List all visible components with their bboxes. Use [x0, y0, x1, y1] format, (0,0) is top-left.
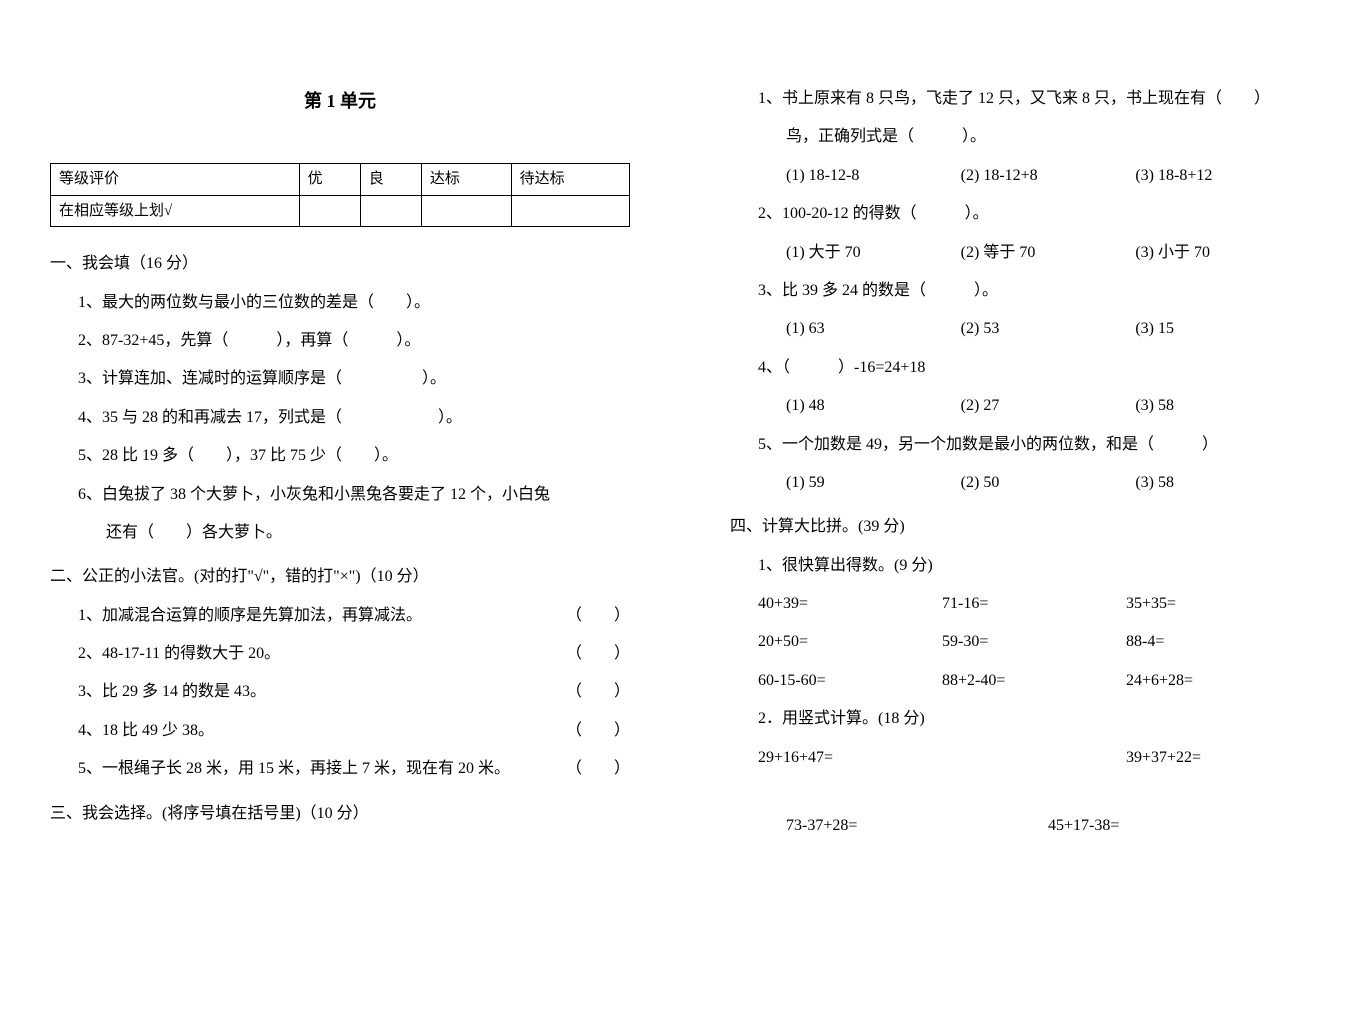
calc-item: 39+37+22=	[1126, 739, 1310, 777]
section-heading: 一、我会填（16 分）	[50, 245, 630, 283]
question-text: 5、一根绳子长 28 米，用 15 米，再接上 7 米，现在有 20 米。	[78, 760, 510, 777]
calc-item: 35+35=	[1126, 585, 1310, 623]
answer-blank: （ ）	[566, 635, 630, 673]
question: 5、28 比 19 多（ ），37 比 75 少（ ）。	[50, 437, 630, 475]
calc-item: 71-16=	[942, 585, 1126, 623]
question: 6、白兔拔了 38 个大萝卜，小灰兔和小黑兔各要走了 12 个，小白兔	[50, 476, 630, 514]
section-heading: 二、公正的小法官。(对的打"√"，错的打"×")（10 分）	[50, 558, 630, 596]
options: (1) 18-12-8 (2) 18-12+8 (3) 18-8+12	[730, 157, 1310, 195]
section-1: 一、我会填（16 分） 1、最大的两位数与最小的三位数的差是（ ）。 2、87-…	[50, 245, 630, 552]
options: (1) 59 (2) 50 (3) 58	[730, 464, 1310, 502]
question-text: 2、48-17-11 的得数大于 20。	[78, 645, 280, 662]
calc-item: 59-30=	[942, 623, 1126, 661]
option: (3) 小于 70	[1135, 234, 1310, 272]
option: (3) 18-8+12	[1135, 157, 1310, 195]
option: (1) 大于 70	[786, 234, 961, 272]
option: (1) 48	[786, 387, 961, 425]
section-2: 二、公正的小法官。(对的打"√"，错的打"×")（10 分） 1、加减混合运算的…	[50, 558, 630, 788]
section-4: 四、计算大比拼。(39 分) 1、很快算出得数。(9 分) 40+39= 71-…	[730, 508, 1310, 845]
unit-title: 第 1 单元	[50, 80, 630, 123]
answer-blank: （ ）	[566, 673, 630, 711]
calc-row: 29+16+47= 39+37+22=	[730, 739, 1310, 777]
answer-blank: （ ）	[566, 712, 630, 750]
option: (1) 18-12-8	[786, 157, 961, 195]
option: (1) 63	[786, 310, 961, 348]
question: 4、（ ）-16=24+18	[730, 349, 1310, 387]
question-text: 4、18 比 49 少 38。	[78, 722, 214, 739]
page-right: 1、书上原来有 8 只鸟，飞走了 12 只，又飞来 8 只，书上现在有（ ） 鸟…	[680, 0, 1360, 1020]
grade-header: 良	[360, 164, 421, 196]
calc-item: 45+17-38=	[1048, 807, 1310, 845]
section-3-heading: 三、我会选择。(将序号填在括号里)（10 分）	[50, 795, 630, 833]
calc-item	[942, 739, 1126, 777]
sub-heading: 2．用竖式计算。(18 分)	[730, 700, 1310, 738]
question: 2、87-32+45，先算（ ），再算（ ）。	[50, 322, 630, 360]
question: 1、加减混合运算的顺序是先算加法，再算减法。 （ ）	[50, 597, 630, 635]
page-left: 第 1 单元 等级评价 优 良 达标 待达标 在相应等级上划√ 一、我会填（16…	[0, 0, 680, 1020]
answer-blank: （ ）	[566, 750, 630, 788]
calc-item: 24+6+28=	[1126, 662, 1310, 700]
grade-header: 等级评价	[51, 164, 300, 196]
calc-row: 73-37+28= 45+17-38=	[730, 807, 1310, 845]
table-row: 等级评价 优 良 达标 待达标	[51, 164, 630, 196]
question-cont: 鸟，正确列式是（ ）。	[730, 118, 1310, 156]
question: 3、比 29 多 14 的数是 43。 （ ）	[50, 673, 630, 711]
table-row: 在相应等级上划√	[51, 195, 630, 227]
options: (1) 63 (2) 53 (3) 15	[730, 310, 1310, 348]
grade-cell	[511, 195, 629, 227]
option: (3) 58	[1135, 387, 1310, 425]
calc-row: 20+50= 59-30= 88-4=	[730, 623, 1310, 661]
grade-header: 待达标	[511, 164, 629, 196]
question: 2、48-17-11 的得数大于 20。 （ ）	[50, 635, 630, 673]
option: (3) 15	[1135, 310, 1310, 348]
question-cont: 还有（ ）各大萝卜。	[50, 514, 630, 552]
grade-header: 达标	[421, 164, 511, 196]
grade-rowlabel: 在相应等级上划√	[51, 195, 300, 227]
calc-item: 88+2-40=	[942, 662, 1126, 700]
question: 2、100-20-12 的得数（ ）。	[730, 195, 1310, 233]
option: (2) 53	[961, 310, 1136, 348]
options: (1) 大于 70 (2) 等于 70 (3) 小于 70	[730, 234, 1310, 272]
question: 3、计算连加、连减时的运算顺序是（ ）。	[50, 360, 630, 398]
calc-row: 40+39= 71-16= 35+35=	[730, 585, 1310, 623]
calc-item: 20+50=	[758, 623, 942, 661]
option: (2) 等于 70	[961, 234, 1136, 272]
question: 1、书上原来有 8 只鸟，飞走了 12 只，又飞来 8 只，书上现在有（ ）	[730, 80, 1310, 118]
calc-item: 88-4=	[1126, 623, 1310, 661]
question: 4、35 与 28 的和再减去 17，列式是（ ）。	[50, 399, 630, 437]
option: (3) 58	[1135, 464, 1310, 502]
calc-item: 73-37+28=	[786, 807, 1048, 845]
calc-item: 60-15-60=	[758, 662, 942, 700]
question-text: 3、比 29 多 14 的数是 43。	[78, 683, 266, 700]
calc-row: 60-15-60= 88+2-40= 24+6+28=	[730, 662, 1310, 700]
question: 1、最大的两位数与最小的三位数的差是（ ）。	[50, 284, 630, 322]
section-heading: 三、我会选择。(将序号填在括号里)（10 分）	[50, 795, 630, 833]
grade-header: 优	[299, 164, 360, 196]
question: 5、一根绳子长 28 米，用 15 米，再接上 7 米，现在有 20 米。 （ …	[50, 750, 630, 788]
grade-cell	[360, 195, 421, 227]
calc-item: 40+39=	[758, 585, 942, 623]
grade-cell	[421, 195, 511, 227]
question: 3、比 39 多 24 的数是（ ）。	[730, 272, 1310, 310]
answer-blank: （ ）	[566, 597, 630, 635]
calc-item: 29+16+47=	[758, 739, 942, 777]
option: (2) 18-12+8	[961, 157, 1136, 195]
option: (2) 27	[961, 387, 1136, 425]
question: 4、18 比 49 少 38。 （ ）	[50, 712, 630, 750]
question: 5、一个加数是 49，另一个加数是最小的两位数，和是（ ）	[730, 426, 1310, 464]
option: (1) 59	[786, 464, 961, 502]
option: (2) 50	[961, 464, 1136, 502]
question-text: 1、加减混合运算的顺序是先算加法，再算减法。	[78, 607, 422, 624]
grade-table: 等级评价 优 良 达标 待达标 在相应等级上划√	[50, 163, 630, 227]
grade-cell	[299, 195, 360, 227]
section-heading: 四、计算大比拼。(39 分)	[730, 508, 1310, 546]
sub-heading: 1、很快算出得数。(9 分)	[730, 547, 1310, 585]
options: (1) 48 (2) 27 (3) 58	[730, 387, 1310, 425]
